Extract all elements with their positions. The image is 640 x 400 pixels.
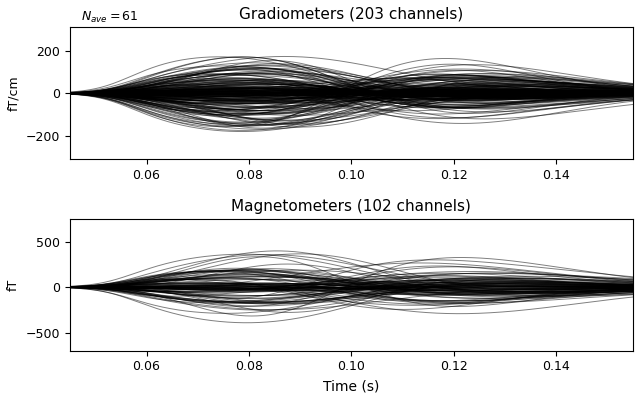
X-axis label: Time (s): Time (s)	[323, 379, 380, 393]
Title: Magnetometers (102 channels): Magnetometers (102 channels)	[232, 198, 471, 214]
Y-axis label: fT/cm: fT/cm	[7, 76, 20, 111]
Title: Gradiometers (203 channels): Gradiometers (203 channels)	[239, 7, 463, 22]
Y-axis label: fT: fT	[7, 279, 20, 291]
Text: $N_{ave}=61$: $N_{ave}=61$	[81, 10, 139, 25]
